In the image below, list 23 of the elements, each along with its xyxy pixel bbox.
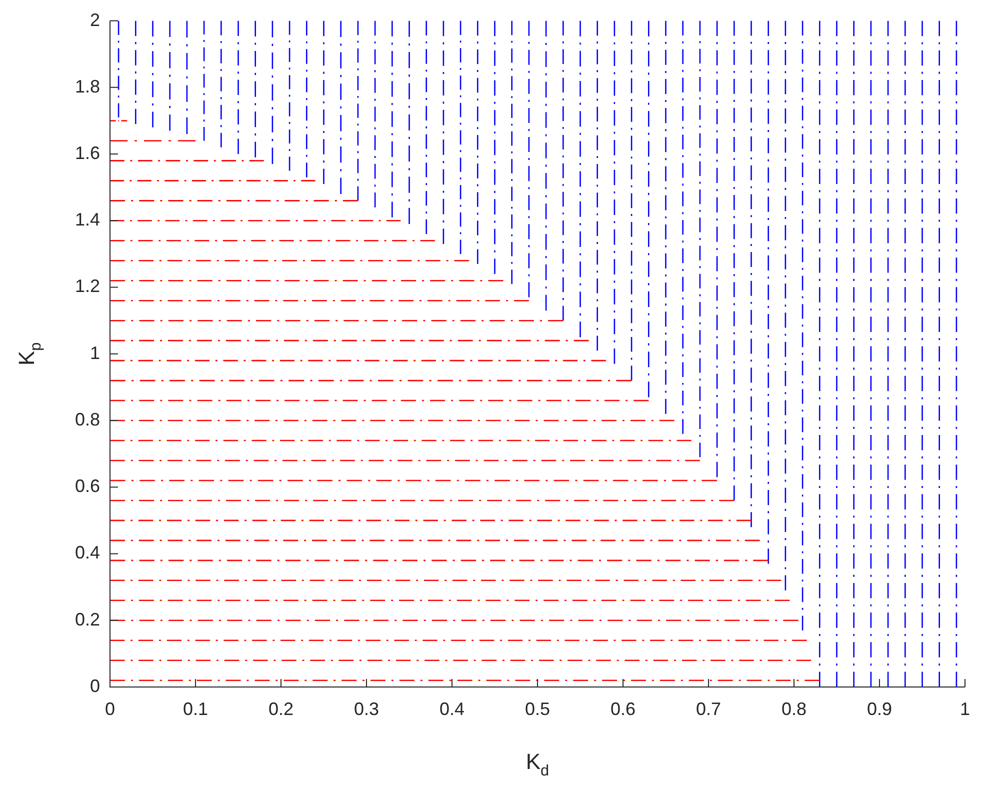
x-tick-label: 0.5 xyxy=(524,698,550,719)
x-tick-label: 0.7 xyxy=(696,698,722,719)
y-tick-label: 1 xyxy=(90,342,100,363)
x-tick-label: 0.6 xyxy=(610,698,636,719)
y-tick-label: 0.8 xyxy=(74,409,100,430)
x-tick-label: 0.2 xyxy=(268,698,294,719)
x-tick-label: 0.9 xyxy=(866,698,892,719)
y-tick-label: 0 xyxy=(90,676,100,696)
x-tick-label: 0.8 xyxy=(781,698,807,719)
y-tick-label: 0.2 xyxy=(74,609,100,630)
y-tick-label: 1.4 xyxy=(74,210,100,230)
y-tick-label: 2 xyxy=(90,10,100,30)
y-tick-label: 1.2 xyxy=(74,276,100,296)
x-tick-label: 1 xyxy=(960,698,970,719)
x-tick-label: 0.1 xyxy=(182,698,208,719)
x-tick-label: 0.4 xyxy=(439,698,465,719)
y-axis-title: Kp xyxy=(14,342,45,366)
y-tick-label: 1.8 xyxy=(74,76,100,96)
x-tick-label: 0 xyxy=(104,698,116,719)
x-tick-label: 0.3 xyxy=(354,698,380,719)
y-tick-label: 0.4 xyxy=(74,542,100,563)
y-tick-label: 1.6 xyxy=(74,143,100,164)
y-tick-label: 0.6 xyxy=(74,476,100,496)
